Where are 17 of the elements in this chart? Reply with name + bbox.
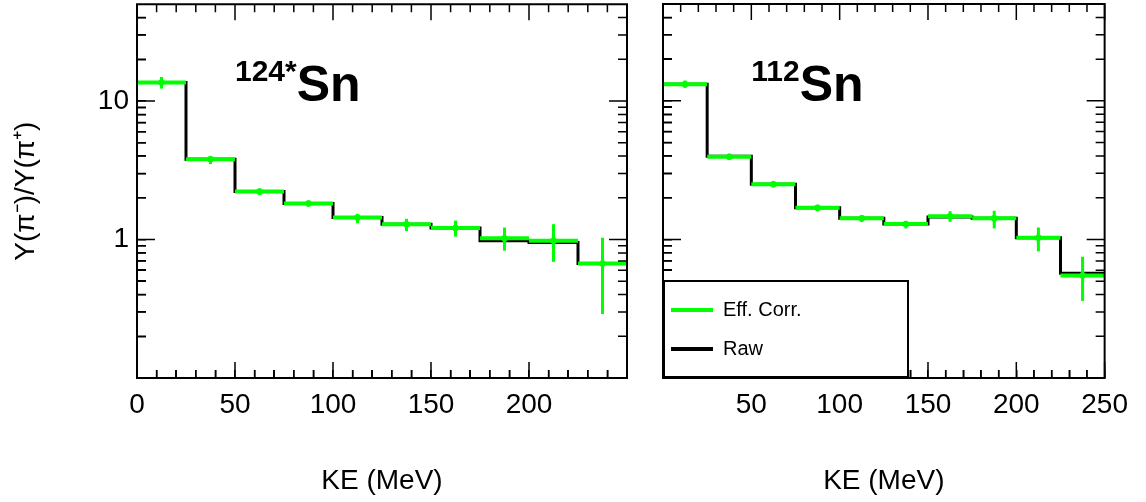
x-tick-label: 100	[309, 387, 357, 419]
y-axis-title: Y(π⁻)/Y(π⁺)	[8, 121, 40, 261]
y-tick-label: 10	[97, 83, 129, 115]
x-tick-label: 200	[505, 387, 553, 419]
y-tick-label: 1	[113, 222, 129, 254]
x-tick-label: 250	[1081, 387, 1128, 419]
x-tick-label: 200	[992, 387, 1040, 419]
x-tick-label: 150	[407, 387, 455, 419]
x-axis-title: KE (MeV)	[321, 463, 443, 495]
x-axis-title: KE (MeV)	[823, 463, 945, 495]
x-tick-label: 150	[904, 387, 952, 419]
x-tick-label: 50	[735, 387, 767, 419]
x-tick-label: 0	[129, 387, 145, 419]
legend-label: Raw	[723, 337, 764, 360]
legend-label: Eff. Corr.	[723, 298, 802, 321]
x-tick-label: 100	[816, 387, 864, 419]
x-tick-label: 50	[219, 387, 251, 419]
